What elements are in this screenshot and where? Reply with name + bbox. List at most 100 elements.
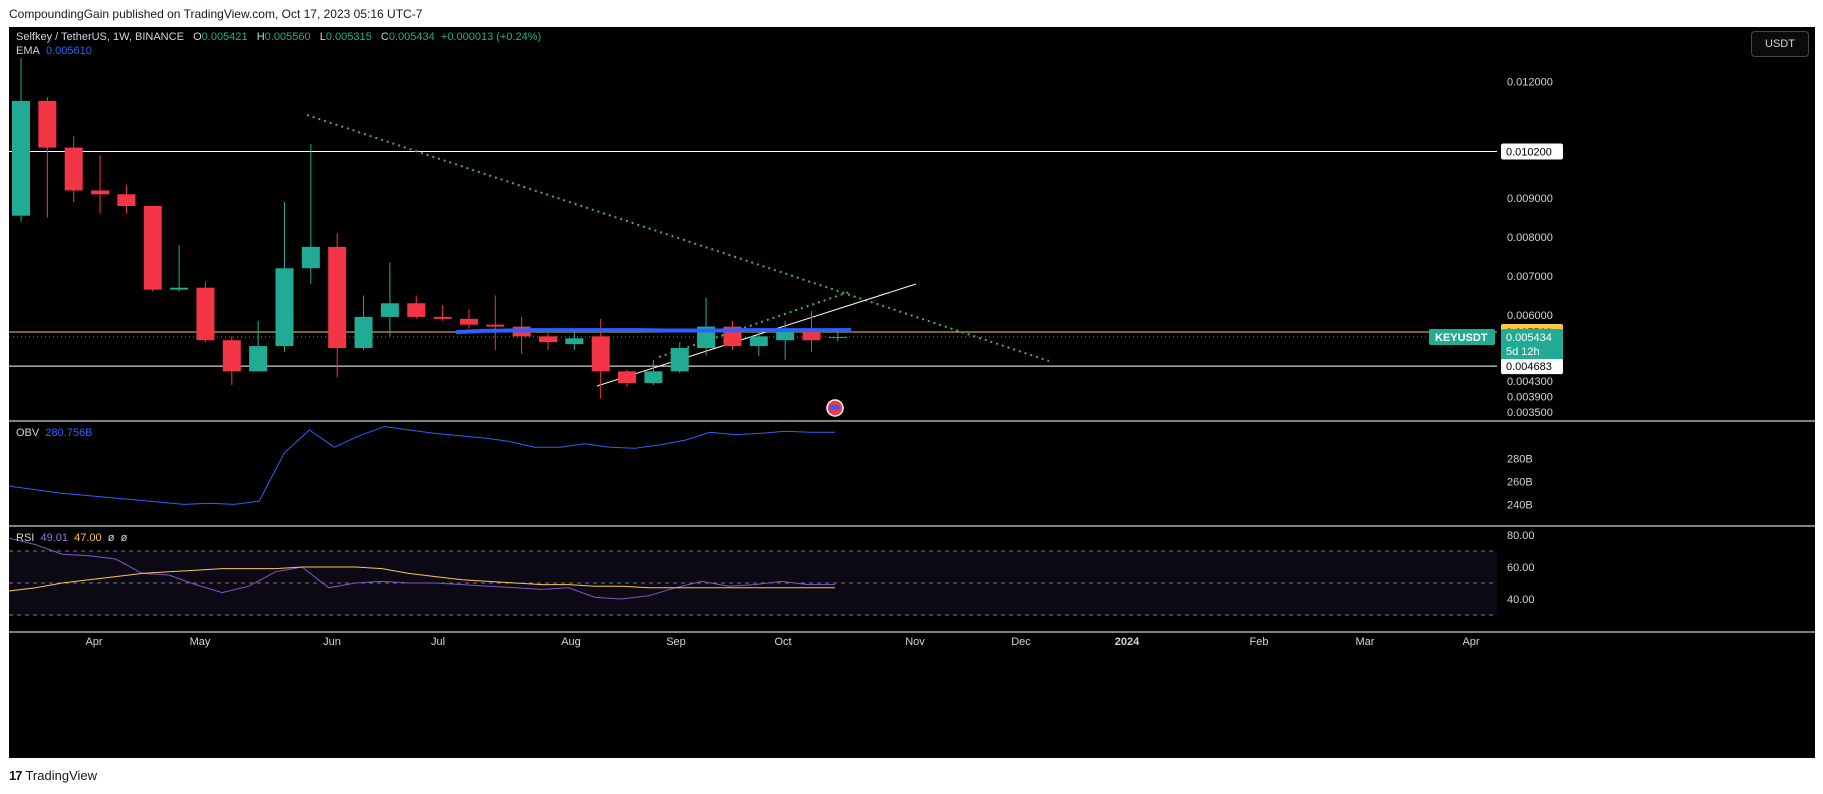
x-tick-label: Jul — [431, 636, 445, 648]
footer-brand: 17 TradingView — [9, 768, 97, 783]
candle-body — [591, 336, 610, 372]
x-tick-label: Aug — [561, 636, 581, 648]
event-flag-icon-detail — [830, 405, 840, 410]
change-value: +0.000013 (+0.24%) — [440, 31, 542, 43]
publish-header: CompoundingGain published on TradingView… — [9, 7, 423, 21]
ema-value: 0.005610 — [45, 45, 92, 57]
price-level-tag — [1501, 143, 1563, 160]
candle-body — [670, 348, 689, 372]
candle-body — [354, 316, 373, 349]
candle-body — [91, 190, 110, 195]
close-value: 0.005434 — [388, 31, 435, 43]
candle-body — [328, 246, 347, 349]
y-tick-label: 0.012000 — [1507, 76, 1553, 88]
rsi-y-tick-label: 40.00 — [1507, 594, 1535, 606]
close-label: C — [380, 31, 389, 43]
low-label: L — [319, 31, 326, 43]
countdown-label: 5d 12h — [1506, 346, 1540, 358]
candle-body — [749, 336, 768, 347]
brand-name: TradingView — [25, 768, 98, 783]
chart-canvas[interactable]: Apr May Jun Jul Aug Sep Oct Nov Dec 2024 Feb Mar Apr… — [9, 27, 1815, 758]
candle-body — [802, 330, 821, 341]
x-tick-label: Dec — [1011, 636, 1031, 648]
candle-body — [275, 268, 294, 347]
y-tick-label: 0.003900 — [1507, 392, 1553, 404]
candle-body — [249, 346, 268, 372]
y-tick-label: 0.008000 — [1507, 232, 1553, 244]
obv-line — [9, 426, 835, 505]
candle-body — [170, 287, 189, 290]
rsi-y-tick-label: 60.00 — [1507, 562, 1535, 574]
ascending-support-line — [596, 283, 917, 387]
rsi-y-tick-label: 80.00 — [1507, 530, 1535, 542]
rsi-label: RSI — [16, 532, 35, 544]
x-tick-label: Nov — [905, 636, 925, 648]
ema-line — [455, 328, 851, 335]
y-tick-label: 0.007000 — [1507, 271, 1553, 283]
x-tick-label: Apr — [1462, 636, 1479, 648]
candle-body — [828, 337, 847, 339]
symbol-name: Selfkey / TetherUS, 1W, BINANCE — [16, 31, 184, 43]
y-tick-label: 0.009000 — [1507, 193, 1553, 205]
candle-body — [301, 246, 320, 269]
ema-label: EMA — [16, 45, 40, 57]
obv-y-tick-label: 240B — [1507, 499, 1533, 511]
ema-legend: EMA 0.005610 — [16, 45, 92, 57]
rsi-ma-line — [9, 566, 835, 592]
y-tick-label: 0.004300 — [1507, 376, 1553, 388]
rsi-value: 49.01 — [40, 532, 68, 544]
candle-body — [644, 371, 663, 384]
x-tick-label: Apr — [85, 636, 102, 648]
candle-body — [459, 318, 478, 325]
candle-body — [196, 287, 215, 341]
candle-body — [222, 340, 241, 372]
tradingview-logo-icon: 17 — [9, 768, 23, 783]
rsi-extra-2: ø — [120, 532, 128, 544]
price-level-tag — [1501, 358, 1563, 375]
price-level-tag-label: 0.004683 — [1506, 361, 1552, 373]
candle-body — [38, 100, 57, 148]
high-label: H — [256, 31, 265, 43]
low-value: 0.005315 — [325, 31, 372, 43]
candle-body — [117, 194, 136, 206]
x-tick-label: Feb — [1250, 636, 1269, 648]
candle-body — [618, 371, 637, 384]
candle-body — [539, 336, 557, 343]
obv-y-tick-label: 260B — [1507, 477, 1533, 489]
obv-value: 280.756B — [45, 427, 93, 439]
obv-y-tick-label: 280B — [1507, 454, 1533, 466]
candle-body — [776, 330, 795, 341]
obv-legend: OBV 280.756B — [16, 427, 92, 439]
candle-body — [433, 316, 452, 319]
x-tick-label: Jun — [323, 636, 341, 648]
high-value: 0.005560 — [264, 31, 311, 43]
y-tick-label: 0.006000 — [1507, 310, 1553, 322]
chart-frame[interactable]: Apr May Jun Jul Aug Sep Oct Nov Dec 2024 Feb Mar Apr… — [9, 27, 1815, 758]
symbol-legend: Selfkey / TetherUS, 1W, BINANCE O0.00542… — [16, 31, 541, 43]
candle-body — [407, 303, 426, 317]
x-tick-label: Oct — [774, 636, 791, 648]
rsi-line — [9, 537, 835, 600]
obv-label: OBV — [16, 427, 40, 439]
currency-button[interactable]: USDT — [1751, 31, 1809, 57]
y-tick-label: 0.003500 — [1507, 407, 1553, 419]
candle-body — [380, 303, 399, 317]
rsi-extra-1: ø — [107, 532, 115, 544]
descending-trendline — [306, 114, 1050, 362]
open-value: 0.005421 — [201, 31, 248, 43]
x-tick-label: 2024 — [1115, 636, 1140, 648]
x-tick-label: Sep — [666, 636, 686, 648]
candle-body — [143, 205, 162, 290]
ascending-trendline-dotted — [658, 291, 850, 358]
symbol-tag-label: KEYUSDT — [1435, 332, 1488, 344]
candle-body — [64, 147, 83, 191]
last-price-tag — [1501, 328, 1563, 359]
last-price-tag-label: 0.005434 — [1506, 332, 1552, 344]
rsi-legend: RSI 49.01 47.00 ø ø — [16, 532, 127, 544]
candle-body — [565, 338, 584, 345]
candle-body — [12, 100, 30, 216]
price-level-tag-label: 0.010200 — [1506, 147, 1552, 159]
x-tick-label: Mar — [1356, 636, 1375, 648]
x-tick-label: May — [190, 636, 211, 648]
symbol-tag — [1429, 328, 1495, 345]
